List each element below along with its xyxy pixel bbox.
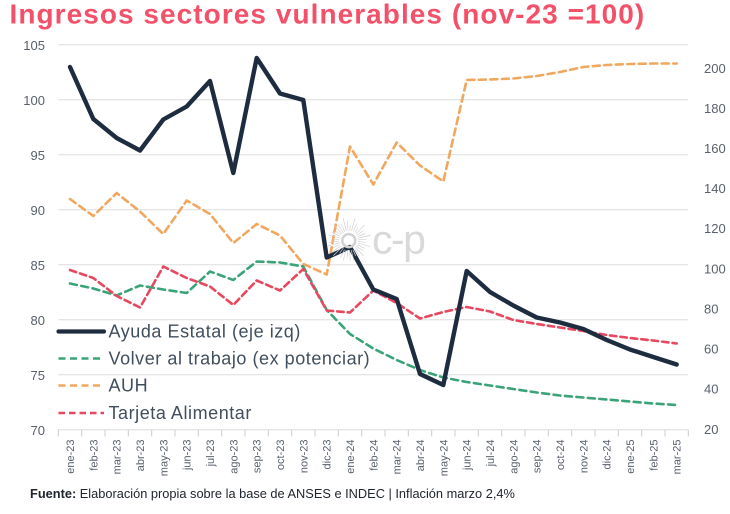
svg-text:jul-23: jul-23 (205, 440, 217, 468)
svg-text:90: 90 (31, 203, 45, 218)
svg-text:20: 20 (704, 422, 718, 437)
svg-text:80: 80 (31, 313, 45, 328)
svg-text:dic-24: dic-24 (602, 440, 614, 470)
svg-text:200: 200 (704, 61, 726, 76)
svg-text:70: 70 (31, 423, 45, 438)
svg-text:Tarjeta Alimentar: Tarjeta Alimentar (109, 403, 252, 423)
svg-text:mar-25: mar-25 (672, 440, 684, 475)
svg-text:75: 75 (31, 368, 45, 383)
svg-text:mar-24: mar-24 (392, 440, 404, 475)
svg-text:jun-24: jun-24 (462, 440, 474, 472)
svg-text:ago-23: ago-23 (228, 440, 240, 474)
svg-text:100: 100 (704, 261, 726, 276)
svg-text:c-p: c-p (372, 217, 425, 263)
svg-text:180: 180 (704, 101, 726, 116)
svg-text:nov-23: nov-23 (298, 440, 310, 474)
svg-text:140: 140 (704, 181, 726, 196)
svg-text:160: 160 (704, 141, 726, 156)
svg-text:feb-25: feb-25 (648, 440, 660, 471)
svg-text:ago-24: ago-24 (508, 440, 520, 474)
svg-text:Ayuda Estatal (eje izq): Ayuda Estatal (eje izq) (109, 322, 301, 342)
svg-text:95: 95 (31, 148, 45, 163)
svg-text:abr-23: abr-23 (135, 440, 147, 472)
svg-text:abr-24: abr-24 (415, 440, 427, 472)
svg-text:feb-23: feb-23 (88, 440, 100, 471)
svg-text:105: 105 (23, 38, 45, 53)
svg-text:AUH: AUH (109, 376, 149, 396)
svg-text:sep-23: sep-23 (252, 440, 264, 474)
svg-text:feb-24: feb-24 (368, 440, 380, 471)
svg-text:oct-24: oct-24 (555, 440, 567, 471)
svg-text:jul-24: jul-24 (485, 440, 497, 468)
svg-text:120: 120 (704, 221, 726, 236)
svg-text:100: 100 (23, 93, 45, 108)
svg-text:85: 85 (31, 258, 45, 273)
svg-text:Ingresos sectores vulnerables: Ingresos sectores vulnerables (nov-23 =1… (10, 0, 646, 30)
svg-text:may-23: may-23 (158, 440, 170, 477)
svg-text:Fuente: Elaboración propia sob: Fuente: Elaboración propia sobre la base… (30, 486, 515, 501)
svg-text:jun-23: jun-23 (182, 440, 194, 472)
svg-text:may-24: may-24 (438, 440, 450, 477)
svg-text:80: 80 (704, 302, 718, 317)
svg-text:nov-24: nov-24 (578, 440, 590, 474)
svg-text:mar-23: mar-23 (112, 440, 124, 475)
svg-text:ene-23: ene-23 (65, 440, 77, 474)
svg-text:60: 60 (704, 342, 718, 357)
svg-text:Volver al trabajo (ex potencia: Volver al trabajo (ex potenciar) (109, 349, 371, 369)
svg-text:ene-25: ene-25 (625, 440, 637, 474)
svg-text:sep-24: sep-24 (532, 440, 544, 474)
svg-text:ene-24: ene-24 (345, 440, 357, 474)
svg-text:dic-23: dic-23 (322, 440, 334, 470)
svg-text:oct-23: oct-23 (275, 440, 287, 471)
svg-text:40: 40 (704, 382, 718, 397)
